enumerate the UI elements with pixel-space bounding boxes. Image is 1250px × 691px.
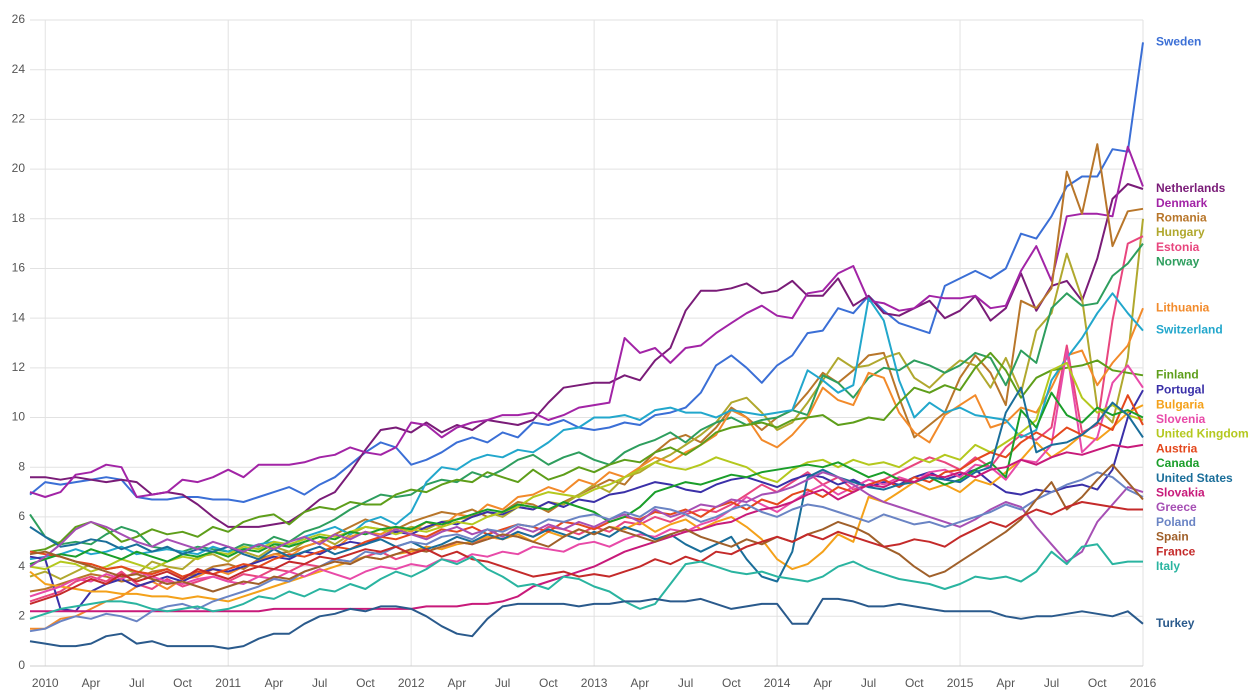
x-tick-label: Apr (813, 676, 832, 690)
series-line (29, 463, 1144, 593)
legend-label: Denmark (1156, 196, 1208, 210)
legend-label: Hungary (1156, 225, 1205, 239)
y-tick-label: 16 (12, 261, 26, 275)
legend-label: Finland (1156, 367, 1199, 381)
legend-label: Slovakia (1156, 485, 1205, 499)
x-tick-label: 2011 (215, 676, 241, 690)
x-tick-label: 2013 (581, 676, 608, 690)
y-tick-label: 2 (18, 608, 25, 622)
x-tick-label: 2015 (947, 676, 974, 690)
x-tick-label: Oct (539, 676, 558, 690)
series-line (29, 386, 1144, 583)
y-tick-label: 0 (18, 658, 25, 672)
x-tick-label: Apr (631, 676, 650, 690)
y-tick-label: 26 (12, 12, 26, 26)
x-tick-label: Oct (905, 676, 924, 690)
series-line (29, 351, 1144, 553)
series-line (29, 394, 1144, 578)
y-tick-label: 22 (12, 112, 26, 126)
y-tick-label: 8 (18, 459, 25, 473)
x-tick-label: 2010 (32, 676, 59, 690)
legend-label: Slovenia (1156, 412, 1206, 426)
y-tick-label: 18 (12, 211, 26, 225)
y-tick-label: 4 (18, 559, 25, 573)
legend-label: Lithuania (1156, 300, 1210, 314)
x-tick-label: Jul (495, 676, 510, 690)
series-line (29, 391, 1144, 566)
legend-label: Poland (1156, 515, 1196, 529)
y-tick-label: 14 (12, 310, 26, 324)
x-tick-label: Apr (265, 676, 284, 690)
legend-label: Bulgaria (1156, 397, 1204, 411)
legend-label: France (1156, 544, 1196, 558)
legend-label: Portugal (1156, 382, 1205, 396)
x-tick-label: Jul (1044, 676, 1059, 690)
series-line (29, 597, 1144, 650)
legend-label: Netherlands (1156, 181, 1226, 195)
series-line (29, 143, 1144, 593)
y-tick-label: 10 (12, 410, 26, 424)
x-tick-label: 2014 (764, 676, 791, 690)
y-tick-label: 20 (12, 161, 26, 175)
series-line (29, 471, 1144, 633)
x-tick-label: Jul (861, 676, 876, 690)
x-tick-label: Apr (448, 676, 467, 690)
legend-label: Sweden (1156, 35, 1201, 49)
y-tick-label: 24 (12, 62, 26, 76)
x-tick-label: Oct (1088, 676, 1107, 690)
series-line (29, 218, 1144, 580)
legend-label: Canada (1156, 456, 1200, 470)
x-tick-label: Jul (129, 676, 144, 690)
x-tick-label: 2012 (398, 676, 425, 690)
y-tick-label: 12 (12, 360, 26, 374)
y-tick-label: 6 (18, 509, 25, 523)
legend-label: Italy (1156, 559, 1180, 573)
x-tick-label: Oct (356, 676, 375, 690)
series-line (29, 471, 1144, 568)
legend-label: Spain (1156, 530, 1189, 544)
x-tick-label: Apr (82, 676, 101, 690)
legend-label: Norway (1156, 255, 1200, 269)
series-line (29, 349, 1144, 598)
series-line (29, 242, 1144, 553)
series-line (29, 501, 1143, 605)
x-tick-label: Apr (996, 676, 1015, 690)
legend-label: United States (1156, 471, 1233, 485)
series-line (29, 292, 1144, 561)
legend-label: United Kingdom (1156, 427, 1249, 441)
legend-label: Estonia (1156, 240, 1200, 254)
series-line (29, 42, 1144, 503)
series-line (30, 183, 1144, 528)
series-line (29, 145, 1144, 498)
x-tick-label: Jul (678, 676, 693, 690)
legend-label: Greece (1156, 500, 1197, 514)
legend-label: Turkey (1156, 616, 1195, 630)
legend-label: Romania (1156, 211, 1207, 225)
x-tick-label: Jul (312, 676, 327, 690)
x-tick-label: Oct (173, 676, 192, 690)
legend-label: Austria (1156, 441, 1198, 455)
series-line (29, 543, 1143, 620)
x-tick-label: Oct (722, 676, 741, 690)
x-tick-label: 2016 (1130, 676, 1157, 690)
legend-label: Switzerland (1156, 323, 1223, 337)
